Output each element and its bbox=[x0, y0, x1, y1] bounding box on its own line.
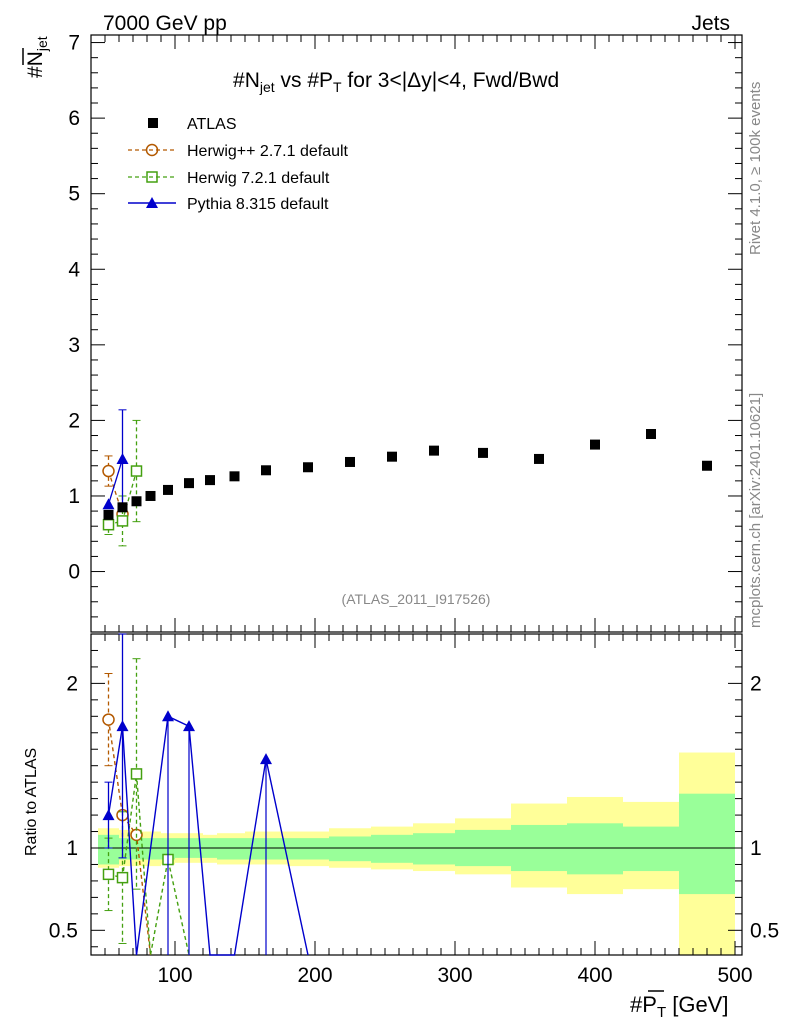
x-axis-label: #PT [GeV] bbox=[630, 990, 728, 1021]
series-herwig7-ratio bbox=[102, 658, 190, 956]
main-plot-frame bbox=[90, 34, 743, 633]
point-atlas bbox=[184, 478, 194, 489]
header-jets: Jets bbox=[691, 12, 730, 35]
ratio-band-stat bbox=[623, 826, 679, 872]
point-atlas bbox=[229, 471, 240, 482]
y-tick-label-main: 5 bbox=[68, 183, 80, 206]
point-atlas bbox=[429, 445, 439, 456]
y-tick-label-main: 3 bbox=[68, 334, 80, 357]
plot-title: #Njet vs #PT for 3<|Δy|<4, Fwd/Bwd bbox=[233, 69, 559, 95]
y-tick-label-main: 0 bbox=[68, 561, 80, 584]
svg-text:#Njet: #Njet bbox=[24, 36, 50, 78]
ratio-band-stat bbox=[217, 838, 245, 860]
y-tick-label-ratio: 1 bbox=[66, 837, 78, 860]
point-atlas bbox=[646, 429, 656, 440]
ratio-band-stat bbox=[567, 823, 623, 875]
svg-text:#PT [GeV]: #PT [GeV] bbox=[630, 992, 728, 1021]
legend-label-pythia: Pythia 8.315 default bbox=[187, 196, 329, 213]
point-atlas bbox=[345, 456, 355, 467]
legend-marker-herwig7 bbox=[146, 171, 158, 183]
legend: ATLAS Herwig++ 2.7.1 default Herwig 7.2.… bbox=[128, 116, 349, 213]
point-atlas bbox=[205, 475, 215, 486]
ratio-point-pythia bbox=[162, 710, 174, 722]
ratio-point-pythia bbox=[102, 809, 115, 821]
ratio-band-stat bbox=[133, 838, 147, 860]
point-herwig7 bbox=[116, 515, 129, 527]
y-tick-label-main: 4 bbox=[68, 258, 80, 281]
ratio-line-herwig7 bbox=[108, 773, 190, 956]
legend-marker-herwigpp bbox=[145, 143, 159, 157]
ratio-band-stat bbox=[413, 833, 455, 865]
point-atlas bbox=[145, 490, 156, 501]
series-atlas-main bbox=[103, 429, 712, 520]
legend-marker-atlas bbox=[148, 118, 158, 128]
y-tick-label-main: 2 bbox=[68, 409, 80, 432]
legend-label-herwigpp: Herwig++ 2.7.1 default bbox=[187, 143, 349, 160]
y-tick-label-main: 7 bbox=[68, 32, 80, 55]
y-tick-label-ratio: 2 bbox=[66, 672, 78, 695]
ratio-point-herwig7 bbox=[116, 871, 129, 884]
y-axis-label: #Njet bbox=[22, 36, 50, 78]
series-pythia-main bbox=[102, 409, 129, 510]
series-line-pythia bbox=[107, 458, 124, 505]
ratio-band-stat bbox=[679, 793, 735, 895]
x-tick-label: 100 bbox=[157, 964, 192, 987]
svg-text:#Njet vs #PT for 3<|Δy|<4, Fwd: #Njet vs #PT for 3<|Δy|<4, Fwd/Bwd bbox=[233, 69, 559, 95]
point-atlas bbox=[478, 447, 488, 458]
y-tick-label-main: 6 bbox=[68, 107, 80, 130]
series-pythia-ratio bbox=[102, 633, 309, 956]
ratio-point-herwig7 bbox=[130, 768, 143, 780]
point-atlas bbox=[131, 496, 142, 507]
ratio-band-stat bbox=[98, 834, 119, 865]
ratio-point-pythia bbox=[260, 753, 272, 765]
point-atlas bbox=[590, 439, 600, 450]
legend-marker-pythia bbox=[146, 197, 158, 208]
ratio-line-herwigpp bbox=[107, 719, 152, 956]
y-tick-label-ratio-right: 0.5 bbox=[750, 919, 779, 942]
point-atlas bbox=[261, 465, 271, 476]
ratio-band-stat bbox=[287, 838, 329, 860]
x-tick-label: 300 bbox=[437, 964, 472, 987]
legend-label-atlas: ATLAS bbox=[187, 116, 237, 133]
point-atlas bbox=[117, 502, 128, 513]
y-tick-label-ratio-right: 2 bbox=[750, 672, 762, 695]
point-atlas bbox=[103, 509, 114, 520]
point-herwig7 bbox=[130, 465, 143, 477]
ratio-point-pythia bbox=[116, 720, 129, 732]
point-atlas bbox=[702, 460, 712, 471]
x-tick-label: 400 bbox=[577, 964, 612, 987]
legend-label-herwig7: Herwig 7.2.1 default bbox=[187, 170, 330, 187]
ratio-band-stat bbox=[371, 834, 413, 863]
y-tick-label-ratio-right: 1 bbox=[750, 837, 762, 860]
point-pythia bbox=[102, 498, 115, 510]
ratio-point-pythia bbox=[183, 720, 195, 732]
x-tick-label: 500 bbox=[717, 964, 752, 987]
point-pythia bbox=[116, 452, 129, 464]
point-atlas bbox=[163, 484, 173, 495]
ratio-band-stat bbox=[329, 836, 371, 862]
point-atlas bbox=[387, 451, 397, 462]
ratio-point-herwig7 bbox=[102, 868, 115, 881]
x-tick-label: 200 bbox=[297, 964, 332, 987]
point-herwig7 bbox=[102, 518, 115, 531]
ratio-y-axis-label: Ratio to ATLAS bbox=[23, 748, 40, 856]
mcplots-label: mcplots.cern.ch [arXiv:2401.10621] bbox=[747, 393, 764, 628]
rivet-version-label: Rivet 4.1.0, ≥ 100k events bbox=[747, 82, 764, 255]
ratio-plot-frame bbox=[90, 633, 743, 956]
analysis-tag: (ATLAS_2011_I917526) bbox=[342, 591, 491, 607]
point-atlas bbox=[534, 453, 544, 464]
point-atlas bbox=[303, 462, 313, 473]
point-herwigpp bbox=[102, 464, 115, 478]
y-tick-label-ratio: 0.5 bbox=[49, 919, 78, 942]
header-energy: 7000 GeV pp bbox=[103, 12, 227, 35]
y-tick-label-main: 1 bbox=[68, 485, 80, 508]
ratio-point-herwigpp bbox=[102, 713, 115, 726]
